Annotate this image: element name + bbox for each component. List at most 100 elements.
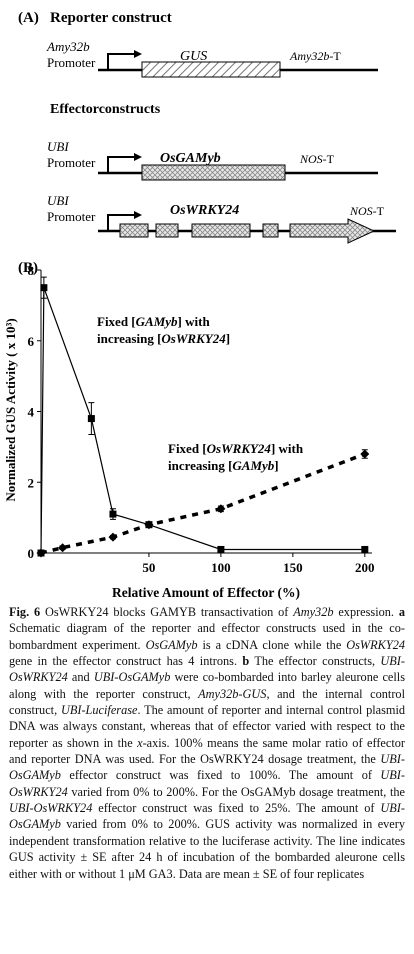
annotation-part: ] xyxy=(274,458,278,473)
panel-label: (B) xyxy=(18,260,38,276)
terminator-name: NOS xyxy=(299,152,323,166)
caption-part: varied from 0% to 200%. For the OsGAMyb … xyxy=(67,784,405,799)
caption-part: The effector constructs, xyxy=(249,654,381,669)
arrow-head xyxy=(134,153,142,161)
caption-part: , and the internal control construct, xyxy=(9,686,405,718)
terminator-name: NOS xyxy=(349,204,373,218)
arrow-head xyxy=(134,211,142,219)
exon xyxy=(191,223,251,238)
marker xyxy=(109,510,117,518)
promoter-name: UBI xyxy=(47,193,69,208)
y-tick-label: 0 xyxy=(28,546,35,561)
marker xyxy=(87,415,95,423)
caption-part: UBI-OsGAMyb xyxy=(9,752,405,783)
caption-part: effector construct was fixed to 100%. Th… xyxy=(60,768,381,783)
y-tick-label: 8 xyxy=(28,263,35,278)
terminator-suffix: -T xyxy=(323,152,335,166)
caption-part: OsWRKY24 blocks GAMYB transactivation of xyxy=(40,605,294,619)
caption-part: UBI-OsWRKY24 xyxy=(9,768,405,799)
exons xyxy=(119,218,376,244)
annotation-part: Fixed [ xyxy=(97,314,136,329)
annotation: increasing [OsWRKY24] xyxy=(97,331,230,346)
marker xyxy=(216,504,226,514)
terminator-suffix: -T xyxy=(329,49,341,63)
promoter-word: Promoter xyxy=(47,155,96,170)
caption-part: UBI-OsWRKY24 xyxy=(9,801,93,816)
annotation-part: ] xyxy=(226,331,230,346)
caption-part: b xyxy=(242,654,250,669)
panel-title: Reporter construct xyxy=(50,10,172,26)
caption-part: is a cDNA clone while the xyxy=(197,637,347,652)
caption-part: varied from 0% to 200%. GUS activity was… xyxy=(9,817,405,881)
annotation: Fixed [OsWRKY24] with xyxy=(168,441,304,456)
gene-name: GUS xyxy=(180,49,207,64)
y-axis-label: Normalized GUS Activity ( x 10³) xyxy=(3,318,18,501)
figure: (A) Reporter construct Amy32b Promoter G… xyxy=(3,10,396,600)
exon-arrow xyxy=(289,218,376,244)
terminator-name: Amy32b xyxy=(289,49,329,63)
annotation-part: GAMyb xyxy=(232,458,274,473)
annotation-part: ] with xyxy=(271,441,304,456)
marker xyxy=(144,520,154,530)
caption-part: expression. xyxy=(333,605,399,619)
caption-part: UBI-OsGAMyb xyxy=(93,670,171,685)
gene-box xyxy=(141,61,281,78)
caption-part: OsGAMyb xyxy=(145,637,198,652)
gene-name: OsWRKY24 xyxy=(170,203,239,218)
annotation-part: OsWRKY24 xyxy=(207,441,272,456)
annotation-part: ] with xyxy=(178,314,211,329)
annotation: increasing [GAMyb] xyxy=(168,458,279,473)
y-tick-label: 6 xyxy=(28,334,35,349)
caption-part: effector construct was fixed to 25%. The… xyxy=(92,801,381,816)
annotation-part: OsWRKY24 xyxy=(161,331,226,346)
promoter-arrow xyxy=(107,156,136,173)
x-tick-label: 150 xyxy=(283,560,303,575)
promoter-name: Amy32b xyxy=(46,39,90,54)
caption-part: and xyxy=(67,670,94,685)
promoter-word: Promoter xyxy=(47,209,96,224)
annotation-part: increasing [ xyxy=(97,331,161,346)
caption-part: . The amount of reporter and internal co… xyxy=(9,703,406,750)
promoter-arrow xyxy=(107,53,136,70)
caption-part: Fig. 6 xyxy=(9,605,41,619)
caption-part: were co-bombarded into barley aleurone c… xyxy=(9,670,405,701)
marker xyxy=(217,545,225,553)
panel-label: (A) xyxy=(18,10,39,26)
marker xyxy=(58,543,68,553)
caption-part: Amy32b-GUS xyxy=(198,686,267,701)
gene-name: OsGAMyb xyxy=(160,151,221,166)
caption-part: Amy32b xyxy=(293,605,334,619)
gene-box xyxy=(141,164,286,181)
marker xyxy=(40,284,48,292)
caption-part: OsWRKY24 xyxy=(346,637,405,652)
y-tick-label: 4 xyxy=(28,405,35,420)
marker xyxy=(360,449,370,459)
annotation: Fixed [GAMyb] with xyxy=(97,314,210,329)
exon xyxy=(155,223,179,238)
promoter-arrow xyxy=(107,214,136,231)
y-tick-label: 2 xyxy=(28,475,35,490)
promoter-word: Promoter xyxy=(47,55,96,70)
caption-part: UBI-Luciferase xyxy=(60,703,138,718)
exon xyxy=(119,223,149,238)
arrow-head xyxy=(134,50,142,58)
x-tick-label: 50 xyxy=(142,560,155,575)
caption-part: gene in the effector construct has 4 int… xyxy=(9,654,243,669)
x-axis-label: Relative Amount of Effector (%) xyxy=(112,585,300,600)
annotation-part: increasing [ xyxy=(168,458,232,473)
caption-part: UBI-OsGAMyb xyxy=(9,801,405,832)
marker xyxy=(361,545,369,553)
caption-part: a xyxy=(398,605,405,619)
marker xyxy=(36,548,46,558)
marker xyxy=(108,532,118,542)
x-tick-label: 200 xyxy=(355,560,375,575)
annotation-part: Fixed [ xyxy=(168,441,207,456)
caption-part: x xyxy=(137,735,143,750)
terminator: NOS-T xyxy=(349,204,385,218)
exon xyxy=(262,223,279,238)
section-title: Effectorconstructs xyxy=(50,102,161,117)
caption: Fig. 6 OsWRKY24 blocks GAMYB transactiva… xyxy=(9,604,405,882)
caption-part: -axis. 100% means the same molar ratio o… xyxy=(9,735,405,767)
x-tick-label: 100 xyxy=(211,560,231,575)
